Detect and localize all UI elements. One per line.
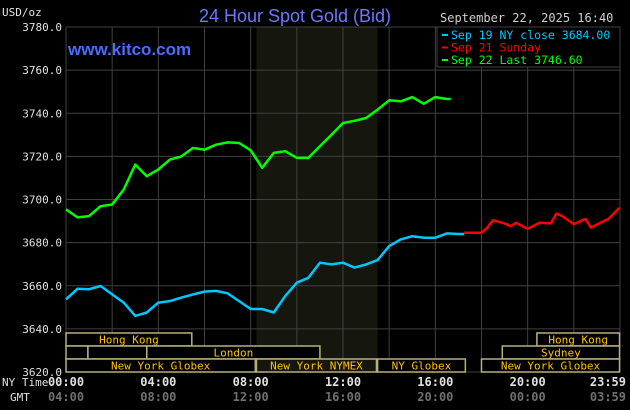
y-tick-label: 3640.0 [22, 323, 62, 336]
legend-entry: Sep 21 Sunday [451, 41, 541, 55]
x-tick-label: 12:00 [233, 390, 269, 404]
x-tick-label: 00:00 [510, 390, 546, 404]
legend-entry: Sep 22 Last 3746.60 [451, 53, 583, 67]
session-label: New York NYMEX [270, 360, 363, 373]
site-logo: www.kitco.com [67, 40, 191, 59]
session-box [65, 358, 257, 373]
y-tick-label: 3720.0 [22, 150, 62, 163]
x-tick-label: 08:00 [233, 375, 269, 389]
x-tick-label: 16:00 [325, 390, 361, 404]
x-tick-label: 23:59 [590, 375, 626, 389]
session-box [65, 345, 89, 360]
series-line-sep22 [65, 95, 451, 219]
x-tick-label: 04:00 [140, 375, 176, 389]
session-label: Hong Kong [99, 334, 159, 347]
session-box [255, 358, 378, 373]
y-tick-label: 3660.0 [22, 280, 62, 293]
x-tick-label: 20:00 [510, 375, 546, 389]
x-tick-label: 03:59 [590, 390, 626, 404]
x-axis-row-label: NY Time [2, 376, 48, 389]
series-line-sep19 [65, 232, 465, 318]
legend-entry: Sep 19 NY close 3684.00 [451, 28, 610, 42]
session-box [376, 358, 467, 373]
x-tick-label: 12:00 [325, 375, 361, 389]
session-label: New York Globex [111, 360, 211, 373]
x-tick-label: 16:00 [417, 375, 453, 389]
chart-title: 24 Hour Spot Gold (Bid) [199, 6, 391, 26]
session-label: New York Globex [501, 360, 601, 373]
session-box [87, 345, 148, 360]
y-tick-label: 3780.0 [22, 21, 62, 34]
unit-label: USD/oz [2, 6, 42, 19]
x-tick-label: 08:00 [140, 390, 176, 404]
y-tick-label: 3620.0 [22, 366, 62, 379]
session-label: NY Globex [392, 360, 452, 373]
session-label: Sydney [541, 347, 581, 360]
series-line-sep21 [464, 207, 621, 234]
legend-box [436, 26, 621, 68]
session-label: Hong Kong [548, 334, 608, 347]
y-tick-label: 3680.0 [22, 237, 62, 250]
x-tick-label: 00:00 [48, 375, 84, 389]
y-tick-label: 3700.0 [22, 194, 62, 207]
x-tick-label: 04:00 [48, 390, 84, 404]
y-tick-label: 3740.0 [22, 107, 62, 120]
y-tick-label: 3760.0 [22, 64, 62, 77]
timestamp: September 22, 2025 16:40 [440, 11, 613, 25]
session-label: London [213, 347, 253, 360]
x-tick-label: 20:00 [417, 390, 453, 404]
x-axis-row-label: GMT [10, 391, 30, 404]
session-box [480, 358, 621, 373]
